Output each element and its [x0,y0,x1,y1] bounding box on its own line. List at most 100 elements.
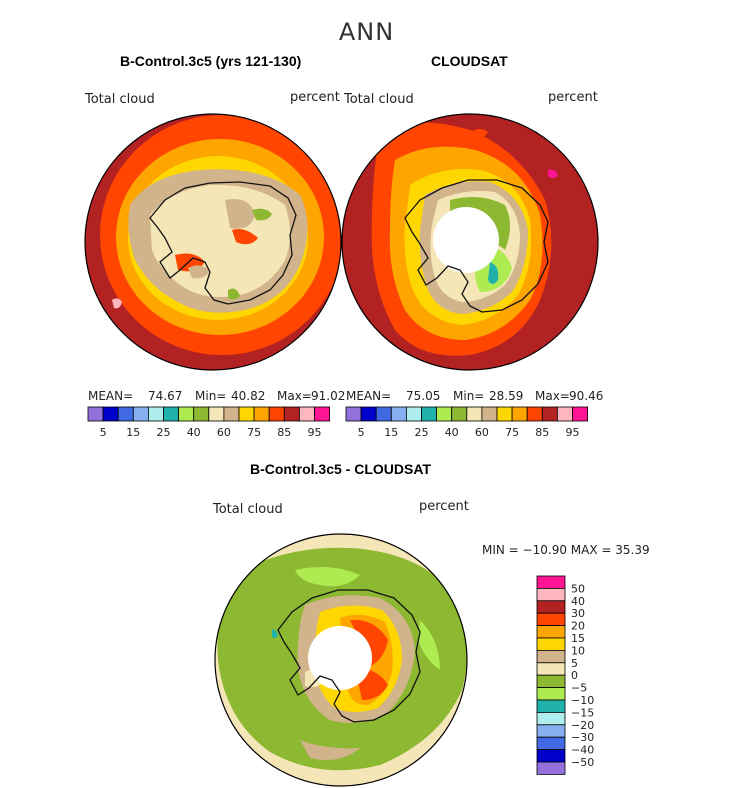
panel1-map-border [84,113,342,371]
panel2-colorbar-swatch [526,406,543,422]
panel1-colorbar-tick-label: 40 [187,426,201,439]
panel2-max-label: Max= [535,389,570,403]
panel1-colorbar-tick-label: 25 [157,426,171,439]
panel2-colorbar-swatch [345,406,362,422]
panel2-colorbar-swatch [390,406,407,422]
panel1-colorbar-swatch [223,406,240,422]
panel1-colorbar-swatch [208,406,225,422]
panel2-max-value: 90.46 [569,389,604,403]
panel1-colorbar-tick-label: 5 [100,426,107,439]
panel2-colorbar-swatch [451,406,468,422]
panel2-colorbar-tick-label: 85 [535,426,549,439]
diff-colorbar-swatch [536,699,566,713]
panel1-min-value: 40.82 [231,389,266,403]
panel1-coastline [149,181,297,305]
diff-panel-title: B-Control.3c5 - CLOUDSAT [250,461,431,477]
diff-colorbar-tick-label: 10 [571,644,585,657]
panel1-colorbar-swatch [268,406,285,422]
diff-colorbar-swatch [536,712,566,726]
diff-colorbar-swatch [536,625,566,639]
panel1-title: B-Control.3c5 (yrs 121-130) [120,53,302,69]
panel1-colorbar-tick-label: 85 [277,426,291,439]
panel1-colorbar-tick-label: 75 [247,426,261,439]
diff-colorbar-swatch [536,575,566,589]
panel1-max-label: Max= [277,389,312,403]
diff-colorbar-swatch [536,736,566,751]
panel1-min-label: Min= [195,389,227,403]
panel2-units-label: percent [548,90,598,105]
diff-units-label: percent [419,499,469,514]
diff-colorbar-swatch [536,761,566,775]
panel1-map [85,114,341,370]
diff-colorbar-tick-label: 20 [571,620,585,633]
diff-map [215,534,467,786]
panel1-colorbar-swatch [253,406,270,422]
panel2-colorbar-swatch [572,406,589,422]
panel2-colorbar-tick-label: 75 [505,426,519,439]
panel2-colorbar-tick-label: 60 [475,426,489,439]
panel2-min-label: Min= [453,389,485,403]
diff-colorbar-tick-label: −5 [571,682,587,695]
panel1-colorbar-tick-label: 15 [126,426,140,439]
diff-colorbar-swatch [536,662,566,676]
panel2-colorbar-tick-label: 95 [566,426,580,439]
panel1-units-label: percent [290,90,340,105]
panel2-min-value: 28.59 [489,389,524,403]
diff-map-border [214,533,468,787]
panel1-colorbar-swatch [314,406,331,422]
panel2-colorbar-swatch [541,406,558,422]
panel2-colorbar-tick-label: 15 [384,426,398,439]
panel1-colorbar-tick-label: 60 [217,426,231,439]
diff-colorbar-swatch [536,749,566,763]
panel2-colorbar-swatch [511,406,528,422]
diff-colorbar-swatch [536,600,566,614]
panel1-colorbar-swatch [117,406,134,422]
diff-colorbar-swatch [536,650,566,664]
figure-title: ANN [338,18,395,46]
diff-coastline [277,589,421,723]
panel1-colorbar-swatch [87,406,104,422]
diff-colorbar-tick-label: 50 [571,582,585,595]
diff-variable-label: Total cloud [213,502,283,517]
diff-colorbar-tick-label: −20 [571,719,594,732]
panel2-colorbar-tick-label: 40 [445,426,459,439]
diff-colorbar-tick-label: −50 [571,756,594,769]
panel1-colorbar-swatch [132,406,149,422]
diff-colorbar-tick-label: 40 [571,595,585,608]
panel2-colorbar-swatch [360,406,377,422]
diff-colorbar-tick-label: −10 [571,694,594,707]
panel2-title: CLOUDSAT [431,53,508,69]
diff-colorbar-tick-label: 15 [571,632,585,645]
diff-colorbar-tick-label: −15 [571,706,594,719]
panel2-mean-value: 75.05 [406,389,441,403]
panel2-colorbar-swatch [481,406,498,422]
panel1-colorbar-swatch [193,406,210,422]
diff-colorbar-tick-label: 0 [571,669,578,682]
panel2-mean-label: MEAN= [346,389,392,403]
panel1-colorbar-swatch [298,406,315,422]
panel1-colorbar-swatch [178,406,195,422]
diff-colorbar-tick-label: 5 [571,657,578,670]
panel2-colorbar-tick-label: 25 [415,426,429,439]
panel2-variable-label: Total cloud [344,92,414,107]
panel2-colorbar-swatch [405,406,422,422]
diff-colorbar-swatch [536,637,566,651]
panel2-map-border [341,113,599,371]
panel2-colorbar-swatch [421,406,438,422]
panel2-colorbar-swatch [557,406,573,422]
diff-colorbar-tick-label: −40 [571,744,594,757]
diff-minmax: MIN = −10.90 MAX = 35.39 [482,543,650,557]
diff-colorbar-swatch [536,724,566,738]
diff-colorbar-tick-label: −30 [571,731,594,744]
panel1-mean-label: MEAN= [88,389,134,403]
panel2-colorbar-swatch [466,406,483,422]
panel1-colorbar-tick-label: 95 [308,426,322,439]
panel1-mean-value: 74.67 [148,389,183,403]
panel2-colorbar: 5 15 25 40 60 75 85 95 [345,406,589,439]
panel1-variable-label: Total cloud [85,92,155,107]
panel1-colorbar-swatch [147,406,164,422]
panel2-map [342,114,598,370]
panel2-colorbar-swatch [496,406,513,422]
